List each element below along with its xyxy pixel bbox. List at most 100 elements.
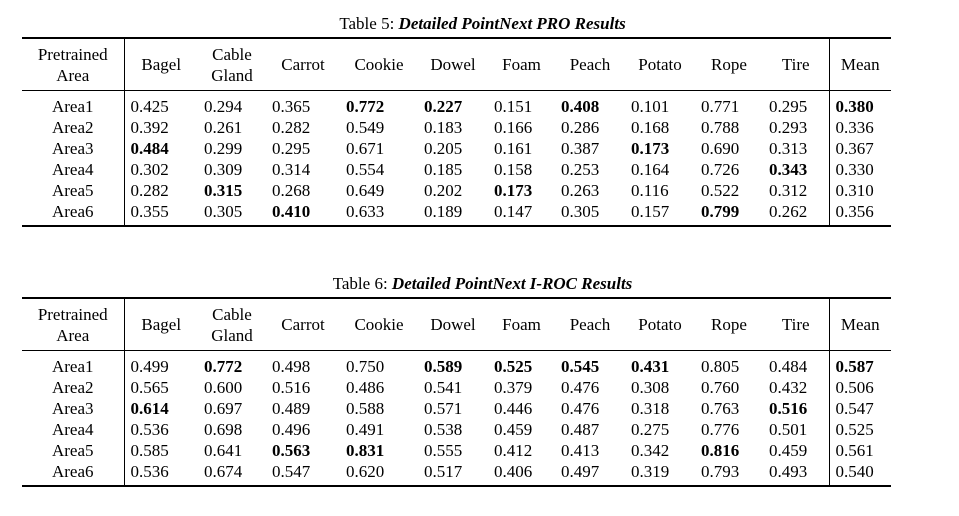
score-cell: 0.412 [494,441,533,460]
mean-cell: 0.525 [828,419,891,440]
score-cell: 0.173 [494,181,533,200]
score-cell: 0.697 [204,399,243,418]
caption-prefix: Table 5: [339,14,399,33]
row-area-label: Area1 [22,350,125,377]
score-cell: 0.166 [494,118,533,137]
table-row: Area1 0.499 0.772 0.498 0.750 0.589 0.525 0.545… [22,350,891,377]
score-cell: 0.308 [631,378,670,397]
score-cell: 0.588 [346,399,385,418]
caption-prefix: Table 6: [332,274,392,293]
header-row: Pretrained Area Bagel Cable Gland Carrot C… [22,298,891,351]
score-cell: 0.161 [494,139,533,158]
table-row: Area6 0.536 0.674 0.547 0.620 0.517 0.406 0.497… [22,461,891,486]
score-cell: 0.600 [204,378,243,397]
score-cell: 0.446 [494,399,533,418]
score-cell: 0.315 [204,181,243,200]
score-cell: 0.484 [769,357,808,376]
score-cell: 0.295 [769,97,808,116]
table-row: Area3 0.614 0.697 0.489 0.588 0.571 0.446 0.476… [22,398,891,419]
header-potato: Potato [638,55,682,74]
mean-cell: 0.587 [828,350,891,377]
score-cell: 0.147 [494,202,533,221]
score-cell: 0.776 [701,420,740,439]
score-cell: 0.641 [204,441,243,460]
score-cell: 0.173 [631,139,670,158]
score-cell: 0.459 [769,441,808,460]
score-cell: 0.312 [769,181,808,200]
header-cable-gland: Cable Gland [198,298,266,351]
score-cell: 0.565 [130,378,169,397]
score-cell: 0.227 [424,97,463,116]
score-cell: 0.726 [701,160,740,179]
mean-cell: 0.330 [828,159,891,180]
score-cell: 0.541 [424,378,463,397]
row-area-label: Area5 [22,180,125,201]
header-foam: Foam [502,55,541,74]
score-cell: 0.189 [424,202,463,221]
table-row: Area4 0.536 0.698 0.496 0.491 0.538 0.459 0.487… [22,419,891,440]
header-carrot: Carrot [281,315,325,334]
header-mean: Mean [828,298,891,351]
score-cell: 0.554 [346,160,385,179]
score-cell: 0.158 [494,160,533,179]
score-cell: 0.671 [346,139,385,158]
score-cell: 0.484 [130,139,169,158]
score-cell: 0.202 [424,181,463,200]
header-tire: Tire [781,315,810,334]
score-cell: 0.476 [561,399,600,418]
score-cell: 0.151 [494,97,533,116]
header-dowel: Dowel [430,315,476,334]
header-line: Gland [211,325,253,345]
header-peach: Peach [569,55,611,74]
score-cell: 0.499 [130,357,169,376]
pro-results-table: Pretrained Area Bagel Cable Gland Carrot C… [22,37,891,227]
caption-title: Detailed PointNext I-ROC Results [391,274,633,293]
table-row: Area2 0.392 0.261 0.282 0.549 0.183 0.166 0.286… [22,117,891,138]
score-cell: 0.205 [424,139,463,158]
score-cell: 0.263 [561,181,600,200]
table-body: Area1 0.499 0.772 0.498 0.750 0.589 0.525 0.545… [22,350,891,486]
score-cell: 0.501 [769,420,808,439]
score-cell: 0.268 [272,181,311,200]
score-cell: 0.487 [561,420,600,439]
score-cell: 0.493 [769,462,808,481]
score-cell: 0.413 [561,441,600,460]
score-cell: 0.750 [346,357,385,376]
row-area-label: Area2 [22,117,125,138]
mean-cell: 0.380 [828,90,891,117]
score-cell: 0.489 [272,399,311,418]
score-cell: 0.486 [346,378,385,397]
score-cell: 0.536 [130,462,169,481]
table-6-block: Table 6: Detailed PointNext I-ROC Result… [22,273,891,487]
header-line: Cable [212,44,252,64]
header-pretrained-area: Pretrained Area [22,38,125,91]
row-area-label: Area3 [22,398,125,419]
score-cell: 0.760 [701,378,740,397]
row-area-label: Area6 [22,461,125,486]
mean-cell: 0.356 [828,201,891,226]
score-cell: 0.674 [204,462,243,481]
table-row: Area4 0.302 0.309 0.314 0.554 0.185 0.158 0.253… [22,159,891,180]
score-cell: 0.425 [130,97,169,116]
score-cell: 0.168 [631,118,670,137]
score-cell: 0.633 [346,202,385,221]
score-cell: 0.309 [204,160,243,179]
score-cell: 0.116 [631,181,669,200]
score-cell: 0.314 [272,160,311,179]
score-cell: 0.620 [346,462,385,481]
header-dowel: Dowel [430,55,476,74]
score-cell: 0.614 [130,399,169,418]
score-cell: 0.491 [346,420,385,439]
header-rope: Rope [711,55,747,74]
score-cell: 0.299 [204,139,243,158]
header-line: Area [56,65,90,85]
score-cell: 0.563 [272,441,311,460]
table-row: Area6 0.355 0.305 0.410 0.633 0.189 0.147 0.305… [22,201,891,226]
table-row: Area5 0.282 0.315 0.268 0.649 0.202 0.173 0.263… [22,180,891,201]
caption-title: Detailed PointNext PRO Results [398,14,626,33]
score-cell: 0.522 [701,181,740,200]
row-area-label: Area4 [22,159,125,180]
score-cell: 0.406 [494,462,533,481]
header-line: Area [56,325,90,345]
header-line: Gland [211,65,253,85]
